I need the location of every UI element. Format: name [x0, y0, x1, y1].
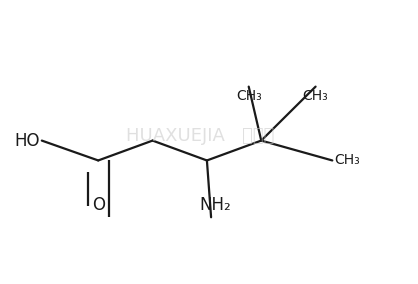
Text: CH₃: CH₃ [334, 153, 360, 168]
Text: HUAXUEJIA   化学加: HUAXUEJIA 化学加 [127, 127, 275, 145]
Text: CH₃: CH₃ [236, 89, 262, 103]
Text: HO: HO [14, 131, 40, 150]
Text: CH₃: CH₃ [303, 89, 329, 103]
Text: NH₂: NH₂ [199, 197, 231, 214]
Text: O: O [92, 197, 105, 214]
